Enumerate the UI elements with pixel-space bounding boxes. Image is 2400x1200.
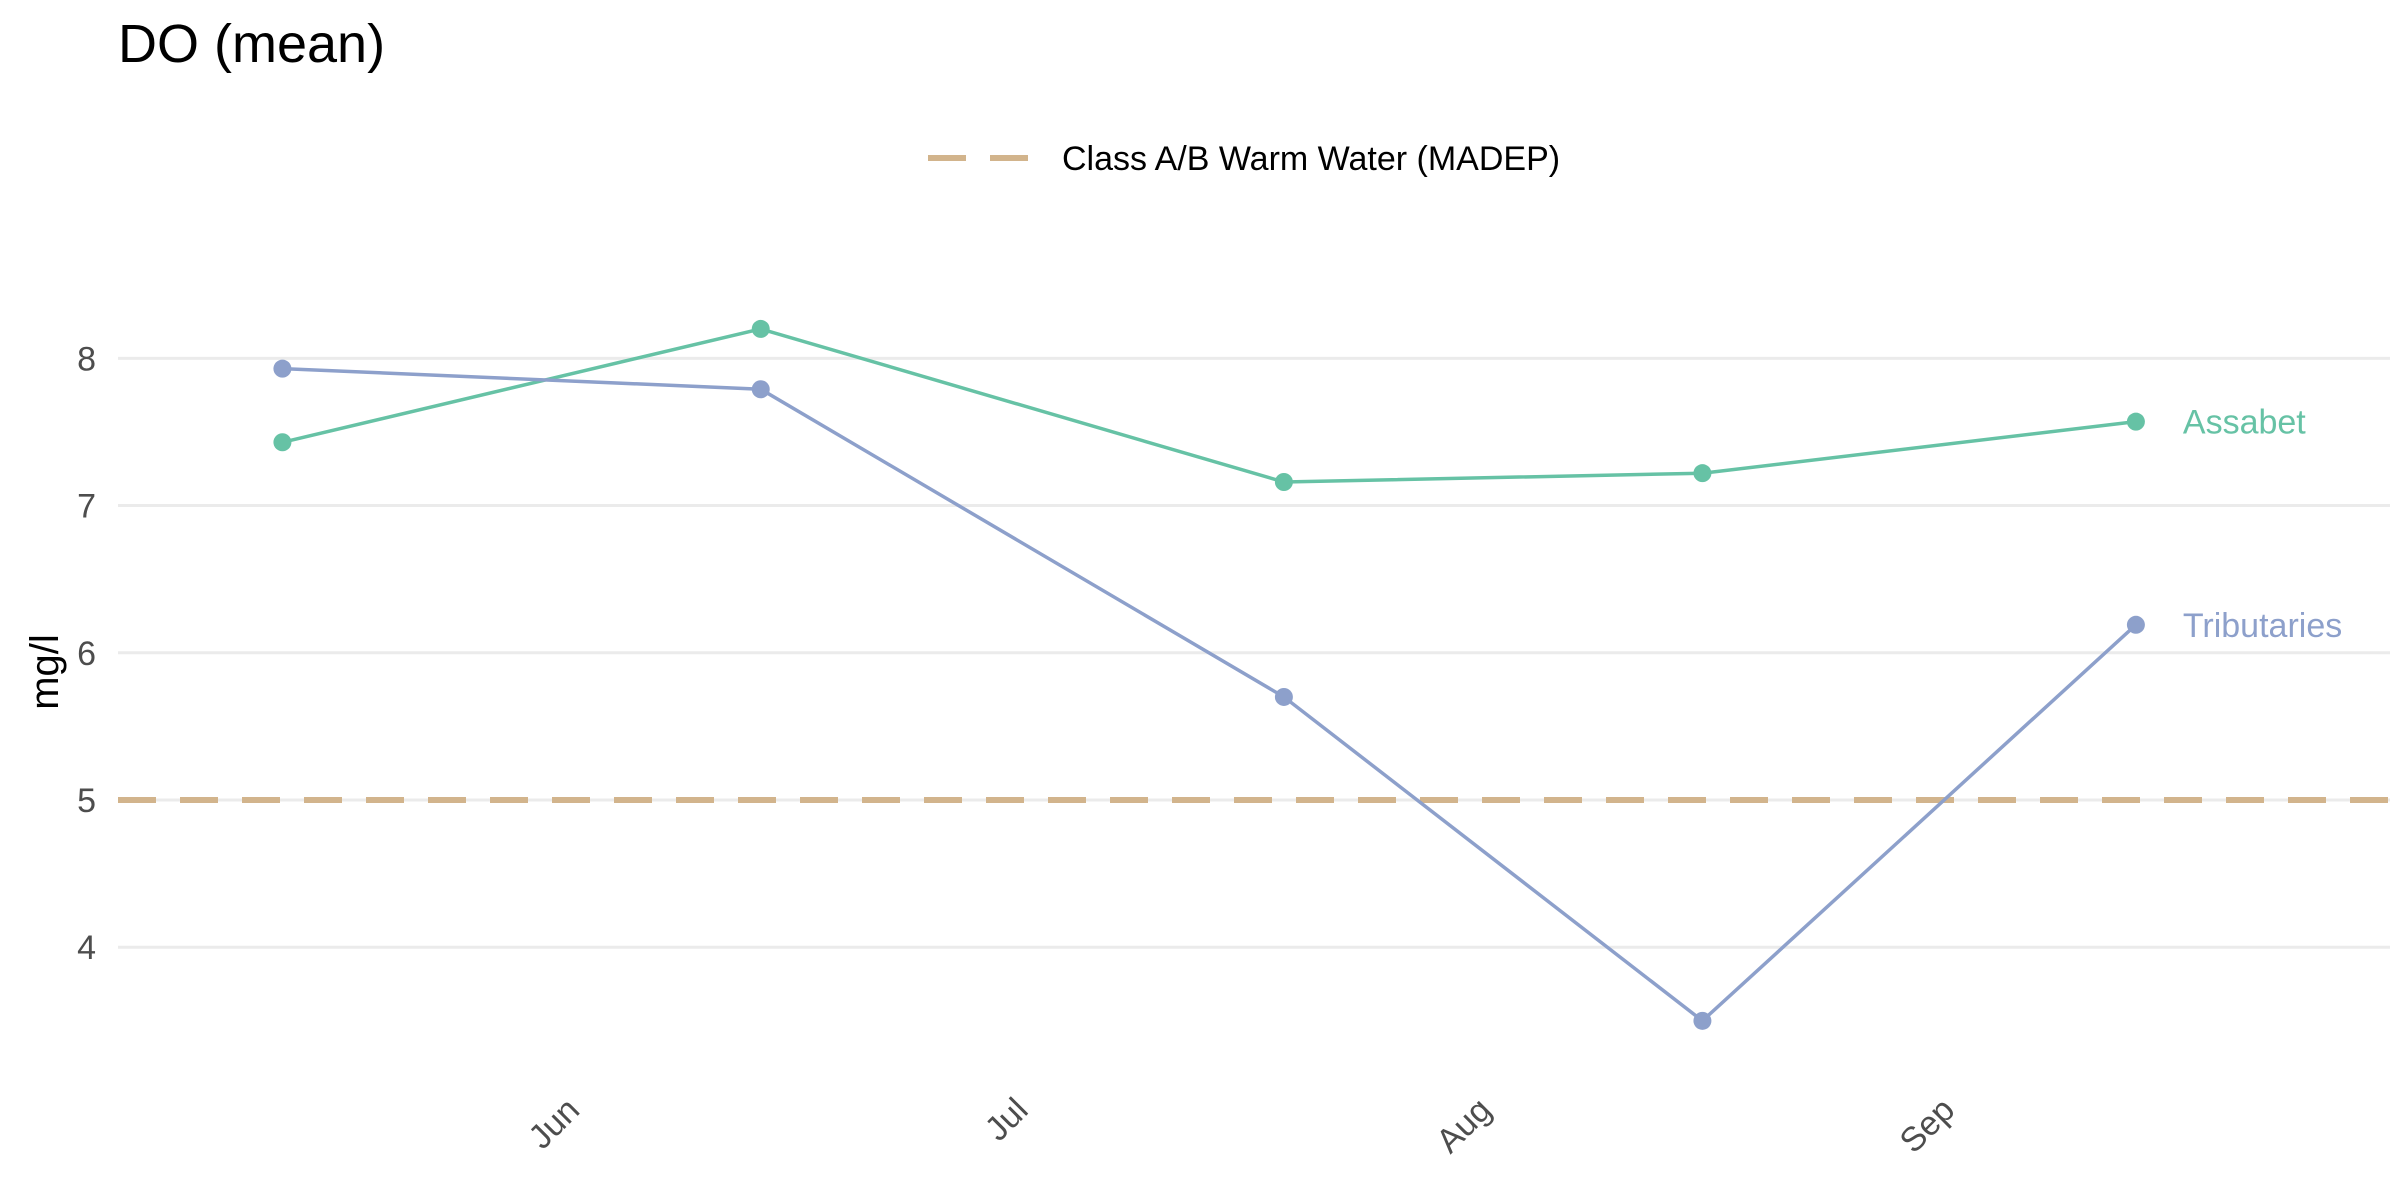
legend-label: Class A/B Warm Water (MADEP)	[1062, 140, 1560, 178]
y-tick-label: 8	[77, 340, 96, 378]
data-point	[1693, 464, 1712, 483]
x-axis-ticks: Jun Jul Aug Sep	[521, 1091, 1962, 1161]
y-axis-label: mg/l	[23, 634, 67, 710]
data-point	[2126, 412, 2145, 431]
data-point	[1274, 473, 1293, 491]
data-point	[273, 359, 292, 378]
y-tick-label: 4	[77, 929, 96, 967]
data-point	[1274, 687, 1293, 706]
gridlines	[118, 356, 2390, 949]
series-assabet: Assabet	[273, 319, 2306, 491]
x-tick-label: Jul	[978, 1091, 1036, 1149]
data-point	[2126, 615, 2145, 634]
y-tick-label: 6	[77, 635, 96, 673]
y-axis-ticks: 4 5 6 7 8	[77, 340, 96, 967]
y-tick-label: 7	[77, 488, 96, 526]
series-label: Assabet	[2183, 404, 2306, 442]
data-point	[751, 380, 770, 399]
series-line	[282, 366, 2138, 1024]
y-tick-label: 5	[77, 782, 96, 820]
data-point	[1693, 1011, 1712, 1030]
series-tributaries: Tributaries	[273, 359, 2342, 1030]
chart-title: DO (mean)	[118, 14, 385, 74]
x-tick-label: Jun	[521, 1091, 587, 1157]
x-tick-label: Sep	[1893, 1091, 1963, 1161]
data-point	[751, 319, 770, 338]
data-point	[273, 433, 292, 452]
series-line	[281, 327, 2137, 484]
series-layer: Assabet Tributaries	[273, 319, 2342, 1030]
x-tick-label: Aug	[1429, 1091, 1499, 1161]
series-label: Tributaries	[2183, 607, 2342, 645]
legend: Class A/B Warm Water (MADEP)	[928, 140, 1560, 178]
